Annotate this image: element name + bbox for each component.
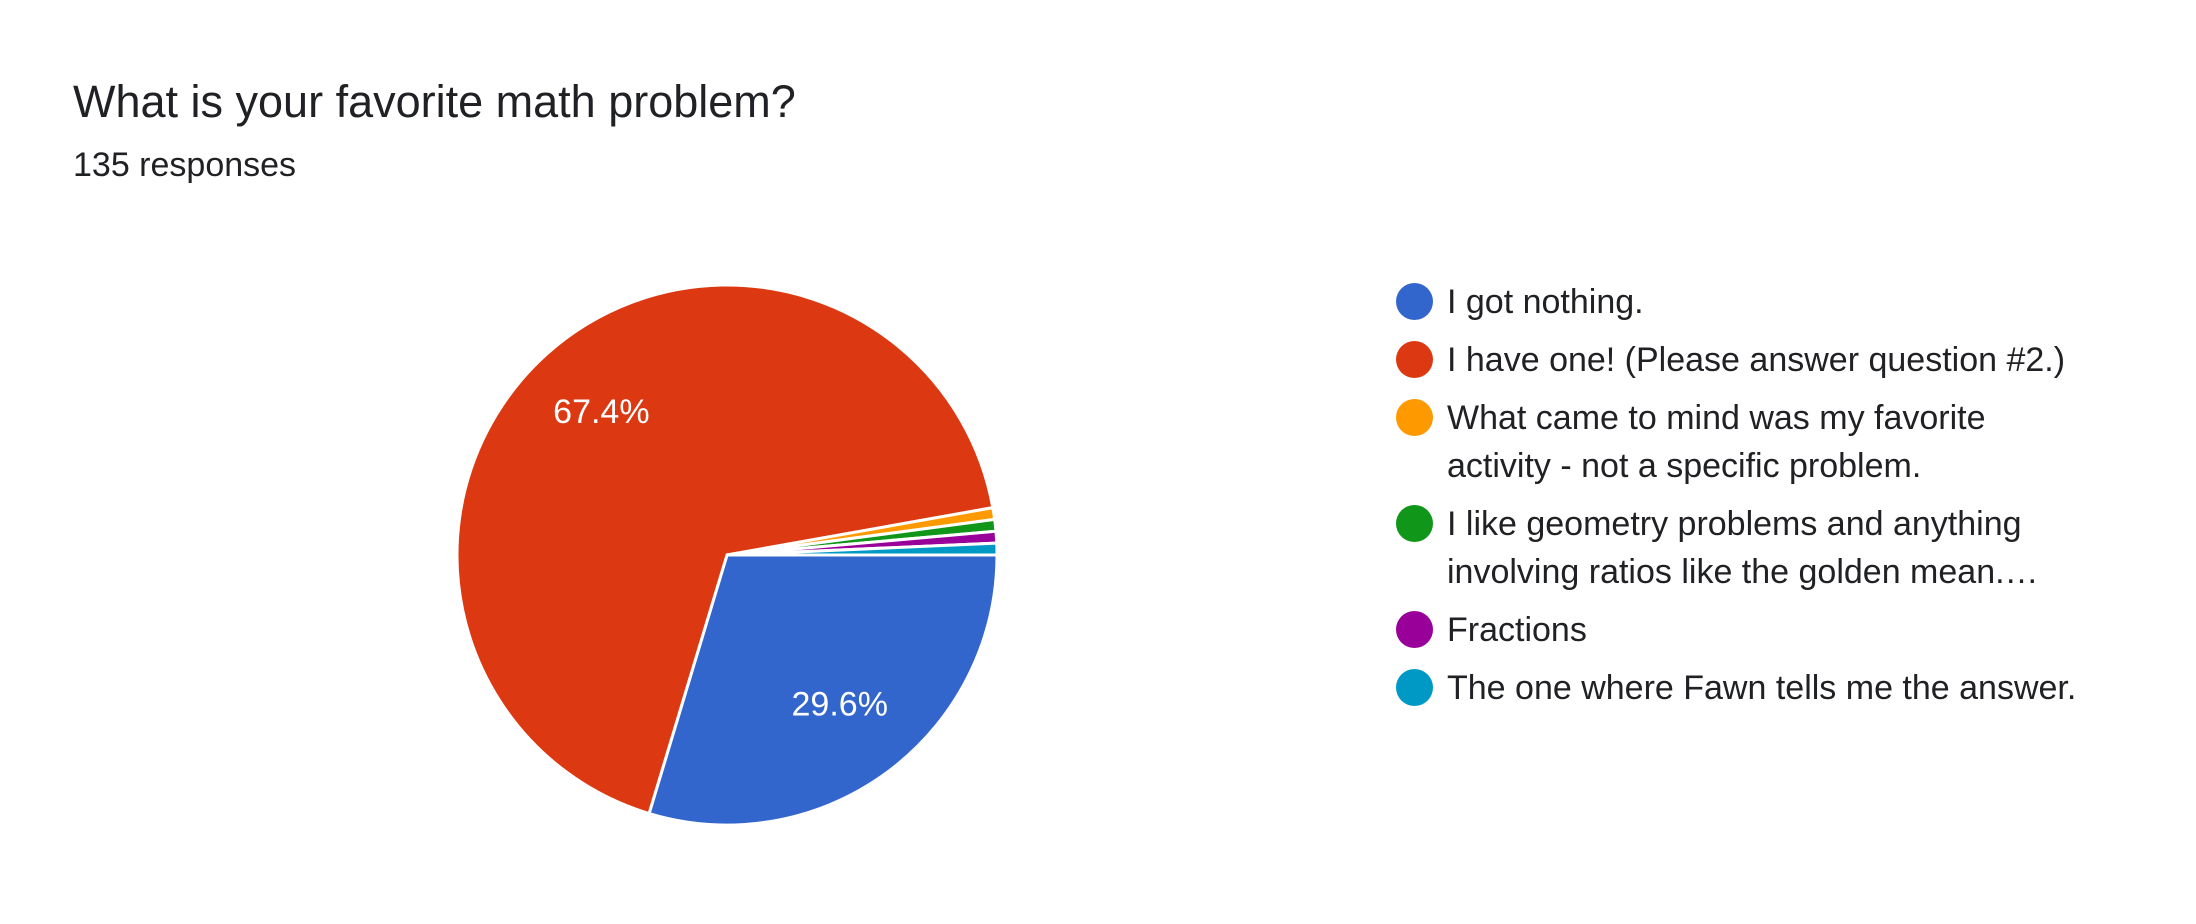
legend-swatch — [1396, 399, 1433, 436]
chart-title: What is your favorite math problem? — [73, 76, 796, 127]
legend-label: I got nothing. — [1447, 283, 1644, 321]
legend-item: The one where Fawn tells me the answer. — [1396, 664, 2096, 712]
legend-swatch — [1396, 669, 1433, 706]
legend-item: I got nothing. — [1396, 278, 2096, 326]
slice-label: 29.6% — [792, 686, 888, 724]
chart-subtitle: 135 responses — [73, 146, 297, 184]
pie-slice — [647, 553, 999, 827]
legend-swatch — [1396, 611, 1433, 648]
pie-chart: 29.6% 67.4% — [455, 283, 999, 827]
legend-item: What came to mind was my favorite activi… — [1396, 394, 2096, 490]
legend-label: The one where Fawn tells me the answer. — [1447, 669, 2077, 707]
legend-label: What came to mind was my favorite activi… — [1447, 399, 1986, 485]
legend-label: I have one! (Please answer question #2.) — [1447, 341, 2066, 379]
legend: I got nothing. I have one! (Please answer… — [1396, 278, 2096, 722]
pie-slice — [455, 283, 995, 816]
legend-label: I like geometry problems and anything in… — [1447, 505, 2039, 591]
legend-swatch — [1396, 505, 1433, 542]
legend-item: Fractions — [1396, 606, 2096, 654]
slice-label: 67.4% — [553, 393, 649, 431]
legend-label: Fractions — [1447, 611, 1587, 649]
pie-slice — [726, 541, 999, 557]
legend-item: I like geometry problems and anything in… — [1396, 500, 2096, 596]
legend-swatch — [1396, 283, 1433, 320]
legend-item: I have one! (Please answer question #2.) — [1396, 336, 2096, 384]
legend-swatch — [1396, 341, 1433, 378]
